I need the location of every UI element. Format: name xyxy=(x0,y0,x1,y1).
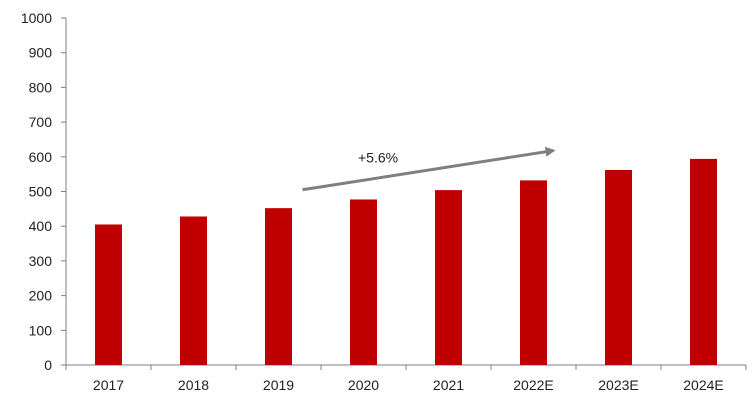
x-tick-label: 2023E xyxy=(598,377,638,393)
bar-2019 xyxy=(265,208,292,365)
x-tick-label: 2021 xyxy=(433,377,464,393)
x-tick-label: 2024E xyxy=(683,377,723,393)
y-tick-label: 700 xyxy=(29,114,53,130)
bar-2024E xyxy=(690,158,717,365)
y-tick-label: 800 xyxy=(29,79,53,95)
x-axis: 2017 2018 2019 2020 2021 2022E 2023E 2024E xyxy=(65,364,747,393)
y-tick-label: 0 xyxy=(44,357,52,373)
bar-2018 xyxy=(180,216,207,365)
y-tick-label: 400 xyxy=(29,218,53,234)
y-tick-label: 600 xyxy=(29,149,53,165)
x-tick-label: 2017 xyxy=(93,377,124,393)
y-axis: 0 100 200 300 400 500 600 700 800 900 1000 xyxy=(21,10,67,373)
y-tick-label: 200 xyxy=(29,288,53,304)
bar-2021 xyxy=(435,190,462,365)
x-tick-label: 2022E xyxy=(513,377,553,393)
x-tick-label: 2020 xyxy=(348,377,379,393)
growth-annotation: +5.6% xyxy=(302,146,556,192)
bars xyxy=(95,158,717,365)
x-tick-label: 2019 xyxy=(263,377,294,393)
y-tick-label: 100 xyxy=(29,322,53,338)
bar-2020 xyxy=(350,199,377,365)
bar-2023E xyxy=(605,169,632,365)
y-tick-label: 500 xyxy=(29,184,53,200)
bar-2017 xyxy=(95,224,122,365)
bar-2022E xyxy=(520,180,547,365)
y-tick-label: 300 xyxy=(29,253,53,269)
x-tick-label: 2018 xyxy=(178,377,209,393)
growth-label: +5.6% xyxy=(358,150,398,166)
y-tick-label: 1000 xyxy=(21,10,52,26)
y-tick-label: 900 xyxy=(29,45,53,61)
growth-arrow xyxy=(302,146,556,192)
